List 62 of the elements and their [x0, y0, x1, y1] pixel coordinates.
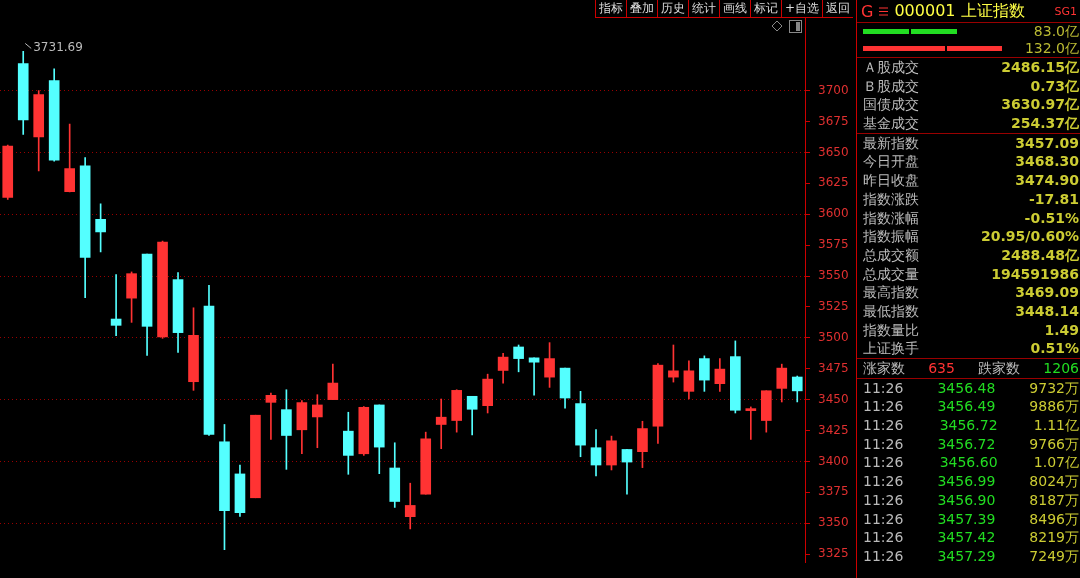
y-tick-label: 3700	[818, 82, 849, 97]
text: 指数涨幅 -0.51%	[863, 209, 1079, 226]
text: SG1	[1054, 4, 1077, 18]
text: 历史	[656, 0, 688, 18]
text: 132.0亿	[1024, 40, 1079, 57]
text: 最新指数 3457.09	[863, 134, 1079, 151]
text: Ｂ股成交 0.73亿	[863, 77, 1079, 94]
text: 返回	[822, 0, 853, 18]
y-tick-label: 3400	[818, 453, 849, 468]
text: 总成交额 2488.48亿	[863, 246, 1079, 263]
text: 000001 上证指数	[894, 0, 1026, 22]
text: 指数振幅 20.95/0.60%	[863, 228, 1079, 245]
text: 标记	[749, 0, 781, 18]
text: 总成交量 194591986	[863, 265, 1079, 282]
text: 11:26 3456.49 9886万	[863, 398, 1079, 415]
y-tick-label: 3600	[818, 206, 849, 221]
text: 上证换手 0.51%	[863, 340, 1079, 357]
text: 统计	[687, 0, 719, 18]
text: 指数量比 1.49	[863, 321, 1079, 338]
y-tick-label: 3350	[818, 515, 849, 530]
y-tick-label: 3550	[818, 268, 849, 283]
candlestick	[435, 398, 447, 450]
text: 基金成交 254.37亿	[863, 115, 1079, 132]
text: 11:26 3457.29 7249万	[863, 547, 1079, 564]
text: 涨家数 635 跌家数 1206	[863, 360, 1079, 376]
y-tick-label: 3425	[818, 422, 849, 437]
text: 11:26 3456.99 8024万	[863, 473, 1079, 490]
annotation: 3731.69	[33, 39, 83, 54]
text: 叠加	[625, 0, 657, 18]
y-tick-label: 3450	[818, 391, 849, 406]
text: 指数涨跌 -17.81	[863, 190, 1079, 207]
candlestick	[528, 357, 540, 396]
text: 83.0亿	[1033, 23, 1079, 40]
text: 国债成交 3630.97亿	[863, 96, 1079, 113]
text: 昨日收盘 3474.90	[863, 172, 1079, 189]
text: G	[861, 1, 874, 21]
text: 指标	[594, 0, 626, 18]
text: +自选	[780, 0, 822, 18]
y-tick-label: 3500	[818, 329, 849, 344]
candlestick	[110, 274, 122, 336]
text: 11:26 3457.39 8496万	[863, 510, 1079, 527]
candlestick	[265, 392, 277, 440]
text: 画线	[718, 0, 750, 18]
text: 最低指数 3448.14	[863, 302, 1079, 319]
text: 最高指数 3469.09	[863, 284, 1079, 301]
y-tick-label: 3675	[818, 113, 849, 128]
y-tick-label: 3625	[818, 175, 849, 190]
text: 11:26 3457.42 8219万	[863, 529, 1079, 546]
text: 11:26 3456.48 9732万	[863, 379, 1079, 396]
y-tick-label: 3525	[818, 299, 849, 314]
text: 11:26 3456.72 1.11亿	[863, 417, 1079, 434]
y-tick-label: 3650	[818, 144, 849, 159]
y-tick-label: 3475	[818, 360, 849, 375]
y-tick-label: 3575	[818, 237, 849, 252]
text: 11:26 3456.90 8187万	[863, 491, 1079, 508]
y-tick-label: 3325	[818, 546, 849, 561]
text: 11:26 3456.72 9766万	[863, 435, 1079, 452]
y-tick-label: 3375	[818, 484, 849, 499]
text: 今日开盘 3468.30	[863, 153, 1079, 170]
text: 11:26 3456.60 1.07亿	[863, 454, 1079, 471]
text: Ａ股成交 2486.15亿	[863, 59, 1079, 75]
candlestick	[745, 406, 757, 440]
